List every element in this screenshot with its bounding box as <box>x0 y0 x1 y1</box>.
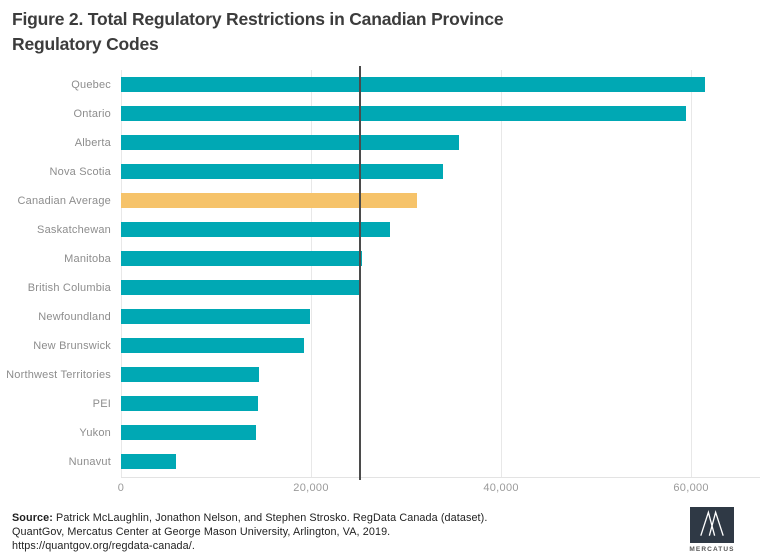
bar-track <box>121 302 760 331</box>
category-label: New Brunswick <box>33 339 111 352</box>
bar <box>121 251 363 266</box>
category-label: PEI <box>92 397 111 410</box>
category-label: Yukon <box>79 426 111 439</box>
bar-track <box>121 273 760 302</box>
category-label: Nunavut <box>68 455 111 468</box>
bar <box>121 309 311 324</box>
x-axis-tick-label: 60,000 <box>673 482 709 494</box>
bar-track <box>121 128 760 157</box>
chart-row: Canadian Average <box>0 186 768 215</box>
category-label: Newfoundland <box>38 310 111 323</box>
bar-track <box>121 331 760 360</box>
mercatus-m-icon <box>695 509 729 542</box>
x-axis-tick-label: 20,000 <box>293 482 329 494</box>
bar <box>121 135 460 150</box>
source-line-1: Source: Patrick McLaughlin, Jonathon Nel… <box>12 511 487 525</box>
x-axis-tick-label: 0 <box>117 482 125 494</box>
mercatus-logo-text: MERCATUS <box>689 546 735 553</box>
source-line-2: QuantGov, Mercatus Center at George Maso… <box>12 526 391 538</box>
mercatus-logo: MERCATUS <box>684 507 740 553</box>
bar <box>121 106 687 121</box>
source-text: Patrick McLaughlin, Jonathon Nelson, and… <box>56 512 488 524</box>
page-title: Figure 2. Total Regulatory Restrictions … <box>12 7 504 57</box>
bar <box>121 164 444 179</box>
chart-row: Alberta <box>0 128 768 157</box>
mercatus-logo-mark <box>690 507 734 543</box>
x-axis-line <box>121 477 760 478</box>
bar-track <box>121 244 760 273</box>
bar <box>121 454 177 469</box>
category-label: British Columbia <box>27 281 111 294</box>
chart-row: British Columbia <box>0 273 768 302</box>
bar-track <box>121 215 760 244</box>
category-label: Alberta <box>74 136 111 149</box>
chart-row: Ontario <box>0 99 768 128</box>
category-label: Northwest Territories <box>6 368 111 381</box>
bar <box>121 77 706 92</box>
chart-row: Nova Scotia <box>0 157 768 186</box>
bar-track <box>121 418 760 447</box>
category-label: Manitoba <box>64 252 111 265</box>
category-label: Canadian Average <box>17 194 111 207</box>
chart-row: New Brunswick <box>0 331 768 360</box>
category-label: Ontario <box>73 107 111 120</box>
source-line-3: https://quantgov.org/regdata-canada/. <box>12 540 195 552</box>
category-label: Saskatchewan <box>37 223 111 236</box>
chart-row: PEI <box>0 389 768 418</box>
bar <box>121 425 256 440</box>
category-label: Quebec <box>71 78 111 91</box>
chart-row: Nunavut <box>0 447 768 476</box>
bar-highlight <box>121 193 417 208</box>
source-label: Source: <box>12 512 53 524</box>
bar-chart: Quebec Ontario Alberta Nova Scotia Canadian … <box>0 66 768 480</box>
chart-row: Quebec <box>0 70 768 99</box>
chart-row: Saskatchewan <box>0 215 768 244</box>
x-axis-tick-labels: 0 20,000 40,000 60,000 <box>117 482 760 496</box>
bar-track <box>121 70 760 99</box>
bar <box>121 367 259 382</box>
bar-track <box>121 157 760 186</box>
chart-row: Newfoundland <box>0 302 768 331</box>
bar <box>121 396 258 411</box>
chart-row: Yukon <box>0 418 768 447</box>
bar-track <box>121 186 760 215</box>
title-line-2: Regulatory Codes <box>12 34 159 54</box>
source-note: Source: Patrick McLaughlin, Jonathon Nel… <box>12 511 487 553</box>
bar-track <box>121 360 760 389</box>
category-label: Nova Scotia <box>49 165 111 178</box>
bar <box>121 280 360 295</box>
chart-row: Northwest Territories <box>0 360 768 389</box>
bar <box>121 338 305 353</box>
x-axis-tick-label: 40,000 <box>483 482 519 494</box>
bar-track <box>121 99 760 128</box>
title-line-1: Figure 2. Total Regulatory Restrictions … <box>12 9 504 29</box>
chart-rows: Quebec Ontario Alberta Nova Scotia Canadian … <box>0 70 768 476</box>
bar <box>121 222 390 237</box>
chart-row: Manitoba <box>0 244 768 273</box>
bar-track <box>121 389 760 418</box>
bar-track <box>121 447 760 476</box>
